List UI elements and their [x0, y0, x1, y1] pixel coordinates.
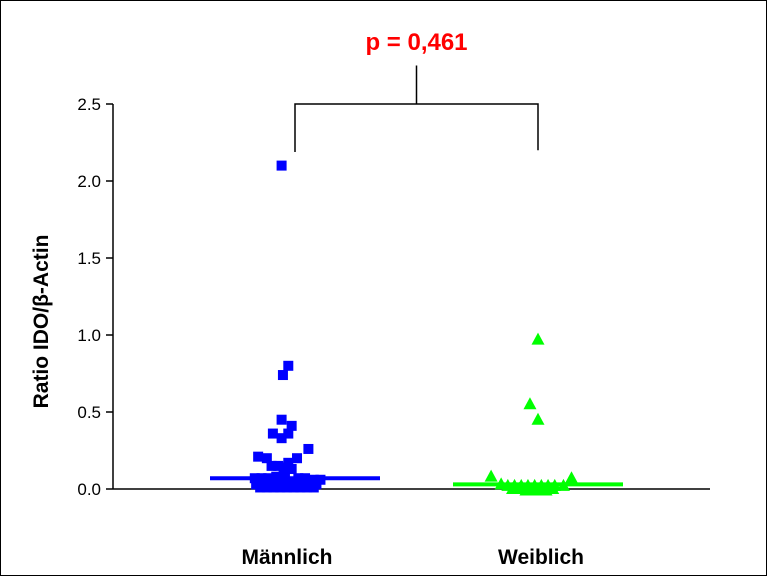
- data-point: [256, 473, 267, 484]
- data-point: [278, 462, 289, 473]
- data-point: [302, 482, 313, 493]
- data-point: [283, 428, 294, 439]
- x-category-label-maennlich: Männlich: [241, 546, 332, 569]
- data-points: [249, 160, 578, 496]
- data-point: [546, 482, 560, 494]
- data-point: [277, 370, 288, 381]
- data-point: [286, 420, 297, 431]
- x-category-label-weiblich: Weiblich: [498, 546, 584, 569]
- data-point: [253, 451, 264, 462]
- data-point: [531, 332, 545, 345]
- data-point: [283, 360, 294, 371]
- bracket-line: [294, 65, 539, 152]
- data-point: [303, 443, 314, 454]
- data-point: [276, 433, 287, 444]
- data-point: [276, 414, 287, 425]
- data-point: [276, 160, 287, 171]
- data-point: [308, 482, 319, 493]
- y-tick-label: 2.0: [77, 172, 101, 191]
- data-point: [523, 397, 537, 410]
- data-point: [271, 471, 282, 482]
- significance-bracket: [294, 65, 539, 152]
- data-point: [255, 482, 266, 493]
- data-point: [268, 482, 279, 493]
- y-tick-label: 1.0: [77, 326, 101, 345]
- y-ticks: 0.0 0.5 1.0 1.5 2.0 2.5: [77, 95, 113, 499]
- data-point: [484, 469, 498, 482]
- data-point: [261, 453, 272, 464]
- axes: [112, 104, 710, 490]
- y-tick-label: 1.5: [77, 249, 101, 268]
- y-axis-title: Ratio IDO/β-Actin: [30, 235, 53, 409]
- data-point: [531, 412, 545, 425]
- data-point: [556, 478, 570, 491]
- y-tick-label: 0.5: [77, 403, 101, 422]
- data-point: [295, 482, 306, 493]
- data-point: [565, 471, 578, 484]
- p-value-label: p = 0,461: [365, 29, 467, 56]
- data-point: [261, 482, 272, 493]
- data-point: [249, 473, 260, 484]
- data-point: [288, 482, 299, 493]
- data-point: [279, 471, 290, 482]
- data-point: [292, 453, 303, 464]
- y-tick-label: 2.5: [77, 95, 101, 114]
- data-point: [286, 463, 297, 474]
- data-point: [275, 482, 286, 493]
- y-tick-label: 0.0: [77, 480, 101, 499]
- data-point: [281, 482, 292, 493]
- data-point: [273, 460, 284, 471]
- data-point: [267, 428, 278, 439]
- data-point: [266, 460, 277, 471]
